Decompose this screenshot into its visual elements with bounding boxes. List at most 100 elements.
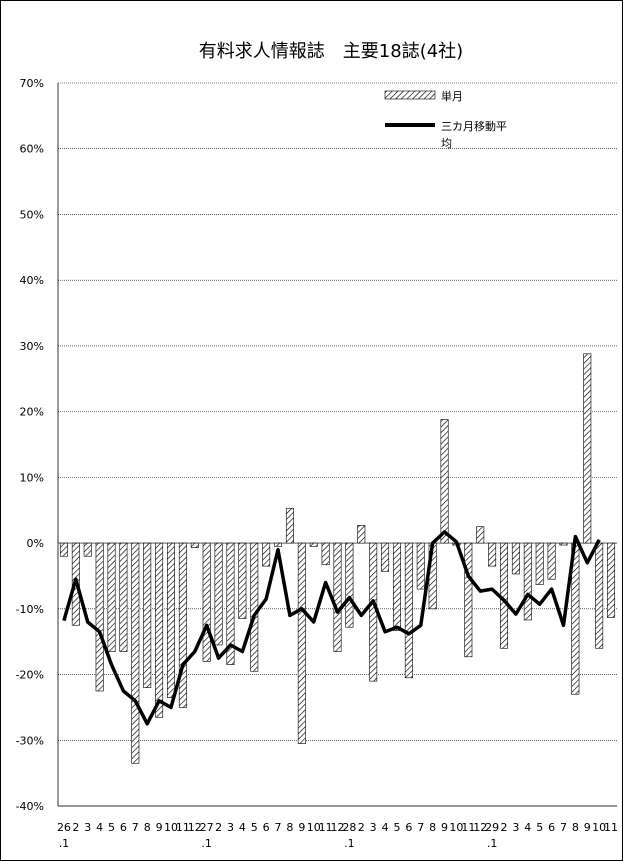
bar [238,542,247,619]
bar-series [59,353,616,764]
y-tick-label: 70% [20,77,44,90]
x-tick-label: 8 [286,821,293,834]
bar [107,542,116,652]
y-tick-label: 20% [20,406,44,419]
y-tick-label: -10% [16,603,44,616]
legend-line-label-cont: 均 [441,137,452,150]
x-tick-label: 4 [382,821,389,834]
x-tick-label: 10 [164,821,178,834]
line-series [62,530,601,726]
x-tick-label: 11 [604,821,618,834]
bar [595,542,604,649]
x-tick-label: 12 [188,821,202,834]
x-tick-label: 9 [298,821,305,834]
x-tick-label: 4 [524,821,531,834]
x-tick-label: 27 [200,821,214,834]
x-tick-label: 7 [417,821,424,834]
x-tick-label: 8 [572,821,579,834]
grid-layer [57,82,617,807]
x-tick-label: 26 [57,821,71,834]
x-tick-label: 2 [358,821,365,834]
x-tick-label: 12 [331,821,345,834]
bar [131,542,140,764]
bar [547,542,556,580]
bar [381,542,390,572]
moving-average-line [62,530,601,726]
x-tick-label: 11 [461,821,475,834]
x-tick-label: 8 [144,821,151,834]
x-tick-label: 28 [342,821,356,834]
x-tick-label: 11 [319,821,333,834]
x-tick-sublabel: .1 [344,837,355,850]
x-tick-label: 5 [536,821,543,834]
bar [511,542,520,575]
bar [155,542,164,718]
x-tick-label: 29 [485,821,499,834]
x-tick-label: 2 [215,821,222,834]
x-tick-label: 8 [429,821,436,834]
bar [440,419,449,544]
x-tick-label: 2 [501,821,508,834]
bar [214,542,223,646]
x-tick-sublabel: .1 [201,837,212,850]
bar [583,353,592,544]
bar [143,542,152,688]
y-tick-label: 10% [20,471,44,484]
bar [190,542,199,548]
bar [416,542,425,590]
bar [178,542,187,708]
x-tick-label: 3 [512,821,519,834]
bar [559,542,568,546]
y-tick-label: 0% [27,537,44,550]
y-tick-label: 60% [20,143,44,156]
x-tick-label: 2 [72,821,79,834]
x-tick-label: 3 [227,821,234,834]
bar [274,542,283,547]
bar [297,542,306,744]
bar [83,542,92,557]
x-tick-label: 7 [560,821,567,834]
x-tick-label: 10 [449,821,463,834]
x-tick-label: 11 [176,821,190,834]
bar [321,542,330,566]
bar [607,542,616,618]
bar [464,542,473,658]
bar [333,542,342,652]
x-tick-label: 9 [584,821,591,834]
x-tick-label: 9 [156,821,163,834]
legend-line-label: 三カ月移動平 [441,119,507,133]
x-tick-label: 5 [393,821,400,834]
x-tick-label: 9 [441,821,448,834]
bar [357,525,366,544]
bar [488,542,497,567]
x-tick-label: 4 [96,821,103,834]
bar [59,542,68,557]
x-tick-label: 5 [251,821,258,834]
x-tick-sublabel: .1 [59,837,70,850]
legend-bar-swatch [384,90,436,100]
x-tick-label: 3 [84,821,91,834]
legend: 単月 三カ月移動平 均 [384,89,507,150]
y-tick-label: -30% [16,734,44,747]
bar [404,542,413,679]
bar [523,542,532,621]
chart-title: 有料求人情報誌 主要18誌(4社) [199,41,463,62]
x-tick-label: 6 [405,821,412,834]
x-tick-label: 10 [307,821,321,834]
x-tick-label: 6 [120,821,127,834]
y-tick-label: -20% [16,669,44,682]
y-tick-label: -40% [16,800,44,813]
bar [345,542,354,628]
y-tick-label: 40% [20,274,44,287]
bar [392,542,401,631]
bar [262,542,271,567]
bar [476,526,485,544]
y-axis-labels: -40% -30% -20% -10% 0% 10% 20% 30% 40% 50% 60% 70% [16,77,44,813]
bar [202,542,211,662]
x-tick-label: 6 [548,821,555,834]
x-tick-label: 12 [473,821,487,834]
x-tick-label: 10 [592,821,606,834]
x-tick-sublabel: .1 [487,837,498,850]
